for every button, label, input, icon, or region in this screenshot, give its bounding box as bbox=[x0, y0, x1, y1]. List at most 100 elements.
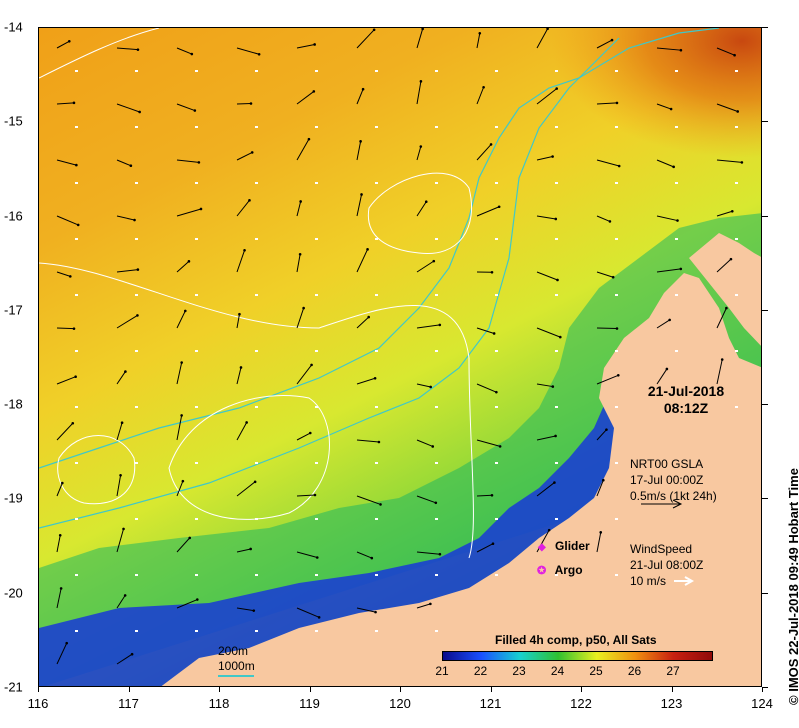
current-arrow-head bbox=[310, 363, 313, 367]
current-arrow bbox=[296, 254, 301, 273]
current-arrow-head bbox=[74, 375, 77, 379]
x-tick-label: 124 bbox=[751, 696, 773, 711]
wind-marker bbox=[555, 294, 558, 296]
current-arrow bbox=[596, 271, 614, 278]
wind-marker bbox=[255, 630, 258, 632]
current-arrow bbox=[296, 91, 315, 105]
y-tick-label: -15 bbox=[4, 113, 23, 129]
wind-marker bbox=[735, 350, 738, 352]
current-arrow-head bbox=[419, 80, 423, 83]
wind-marker bbox=[555, 518, 558, 520]
current-arrow-head bbox=[249, 102, 253, 105]
x-tick-mark bbox=[400, 687, 401, 692]
current-arrow bbox=[716, 47, 735, 56]
current-arrow bbox=[176, 47, 193, 55]
current-arrow bbox=[296, 607, 320, 618]
current-arrow bbox=[356, 316, 370, 329]
current-arrow-head bbox=[190, 52, 194, 56]
current-arrow bbox=[236, 481, 256, 497]
current-arrow bbox=[596, 327, 618, 330]
wind-marker bbox=[735, 238, 738, 240]
wind-marker bbox=[555, 574, 558, 576]
current-arrow-head bbox=[302, 306, 305, 310]
wind-marker bbox=[75, 70, 78, 72]
wind-marker bbox=[495, 294, 498, 296]
current-arrow-head bbox=[672, 165, 675, 169]
current-arrow bbox=[716, 258, 732, 273]
current-arrow-head bbox=[188, 536, 192, 540]
wind-marker bbox=[555, 406, 558, 408]
current-arrow-head bbox=[136, 314, 139, 317]
current-arrow-head bbox=[136, 48, 140, 51]
wind-marker bbox=[375, 462, 378, 464]
current-arrow-head bbox=[615, 101, 619, 105]
current-arrow-head bbox=[313, 43, 316, 46]
current-arrow bbox=[476, 327, 495, 334]
current-arrow bbox=[476, 33, 481, 49]
wind-marker bbox=[615, 350, 618, 352]
wind-marker bbox=[315, 238, 318, 240]
current-arrow-head bbox=[197, 161, 201, 164]
current-arrow-head bbox=[668, 318, 671, 322]
current-arrow bbox=[536, 383, 553, 388]
current-arrow-head bbox=[605, 428, 608, 431]
wind-marker bbox=[195, 406, 198, 408]
wind-marker bbox=[315, 462, 318, 464]
wind-marker bbox=[135, 350, 138, 352]
current-arrow bbox=[596, 429, 607, 441]
current-arrow bbox=[116, 47, 138, 51]
wind-marker bbox=[615, 518, 618, 520]
legend-glider: ◆ Glider bbox=[538, 539, 590, 553]
current-arrow-head bbox=[119, 474, 122, 477]
current-arrow bbox=[236, 548, 251, 553]
wind-info: WindSpeed 21-Jul 08:00Z 10 m/s bbox=[630, 541, 703, 589]
wind-marker bbox=[495, 70, 498, 72]
current-arrow-head bbox=[421, 28, 424, 31]
current-arrow bbox=[296, 364, 312, 385]
current-arrow-head bbox=[551, 385, 555, 388]
x-tick-mark bbox=[490, 687, 492, 692]
wind-marker bbox=[555, 70, 558, 72]
wind-marker bbox=[435, 462, 438, 464]
current-arrow bbox=[116, 269, 138, 273]
current-arrow-head bbox=[377, 440, 381, 444]
current-arrow-head bbox=[238, 312, 241, 316]
current-arrow bbox=[416, 28, 424, 49]
current-arrow-head bbox=[68, 275, 72, 278]
wind-marker bbox=[195, 574, 198, 576]
current-arrow bbox=[356, 377, 376, 385]
current-arrow bbox=[596, 215, 611, 222]
cool-coastal-band bbox=[39, 213, 761, 686]
wind-marker bbox=[375, 238, 378, 240]
current-arrow bbox=[536, 28, 549, 49]
colorbar-tick-label: 25 bbox=[589, 664, 603, 678]
wind-marker bbox=[435, 406, 438, 408]
current-arrow-head bbox=[558, 335, 562, 339]
wind-marker bbox=[675, 294, 678, 296]
current-arrow-head bbox=[491, 542, 495, 546]
current-arrow-head bbox=[438, 323, 442, 327]
credit-text: IMOS 22-Jul-2018 09:49 Hobart Time bbox=[786, 468, 799, 692]
current-arrow bbox=[476, 144, 492, 161]
wind-marker bbox=[375, 126, 378, 128]
sst-map[interactable] bbox=[38, 27, 762, 687]
current-arrow-head bbox=[122, 527, 125, 531]
current-arrow bbox=[296, 307, 305, 329]
wind-marker bbox=[75, 238, 78, 240]
current-arrow bbox=[656, 319, 670, 329]
current-arrow-head bbox=[370, 556, 374, 560]
current-arrow bbox=[296, 201, 302, 217]
current-arrow-head bbox=[610, 38, 614, 42]
current-arrow-head bbox=[359, 140, 362, 143]
y-tick-label: -18 bbox=[4, 396, 23, 412]
current-arrow-head bbox=[65, 641, 69, 645]
wind-marker bbox=[735, 126, 738, 128]
wind-marker bbox=[375, 518, 378, 520]
current-arrow-head bbox=[611, 275, 615, 279]
current-arrow-head bbox=[61, 481, 64, 485]
current-arrow-head bbox=[245, 421, 248, 424]
wind-marker bbox=[195, 294, 198, 296]
current-arrow-head bbox=[130, 652, 134, 656]
current-arrow bbox=[56, 376, 76, 385]
wind-marker bbox=[315, 350, 318, 352]
